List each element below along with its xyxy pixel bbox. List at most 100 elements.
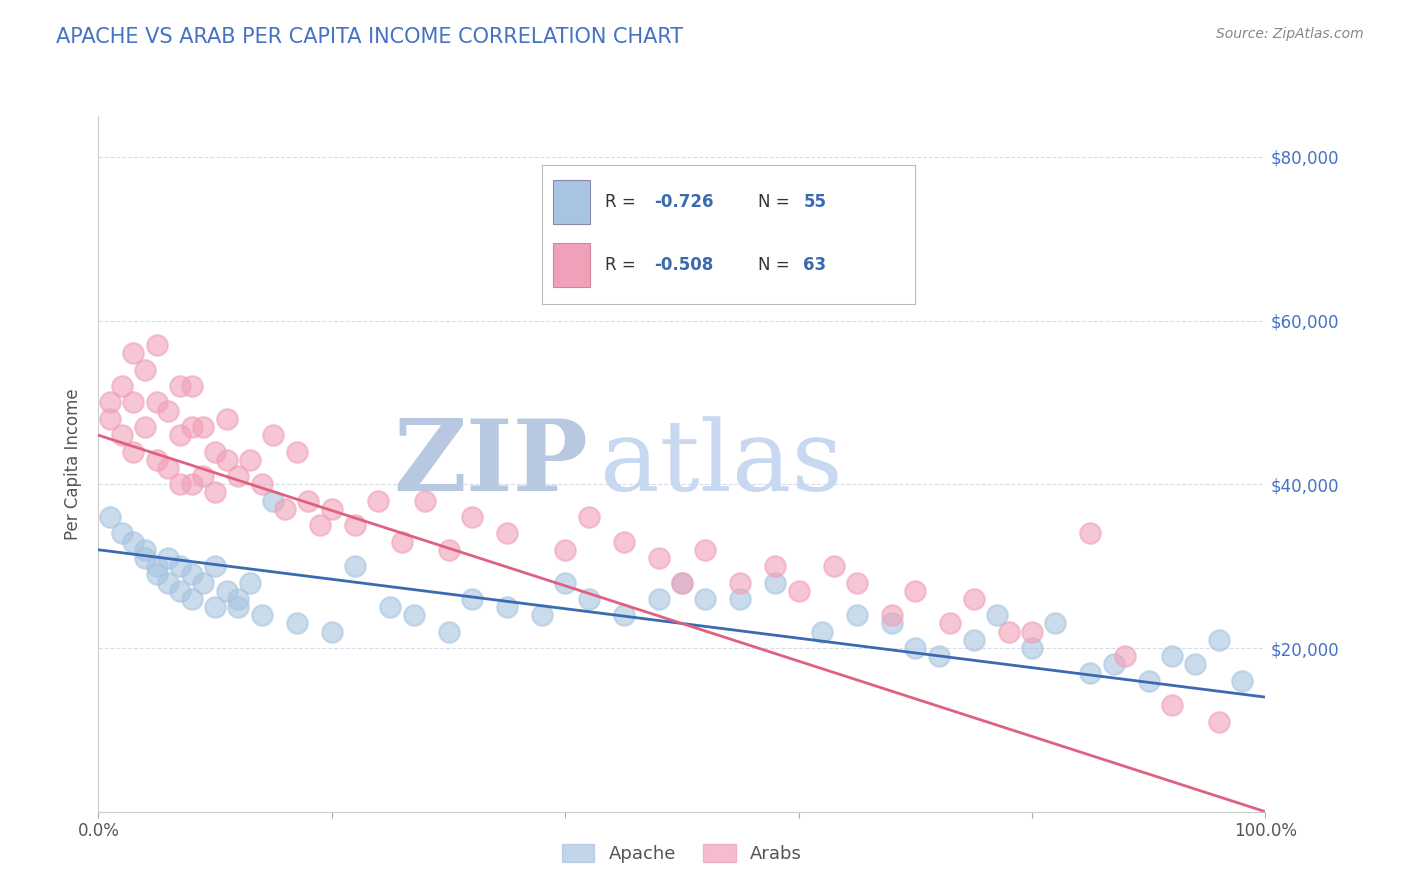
Point — [193, 575, 215, 590]
Point — [134, 362, 156, 376]
Text: Source: ZipAtlas.com: Source: ZipAtlas.com — [1216, 27, 1364, 41]
Point — [169, 477, 191, 491]
Point — [157, 575, 180, 590]
Point — [986, 608, 1008, 623]
Point — [1021, 640, 1043, 655]
Point — [250, 477, 273, 491]
Bar — [553, 243, 591, 287]
Point — [846, 575, 869, 590]
Point — [554, 575, 576, 590]
Point — [157, 551, 180, 566]
Point — [928, 649, 950, 664]
Point — [134, 420, 156, 434]
Point — [204, 600, 226, 615]
Point — [169, 583, 191, 598]
Point — [402, 608, 425, 623]
Point — [578, 591, 600, 606]
Point — [111, 379, 134, 393]
Text: 63: 63 — [803, 256, 827, 274]
Point — [613, 534, 636, 549]
Point — [122, 444, 145, 458]
Text: R =: R = — [606, 194, 641, 211]
Point — [1080, 526, 1102, 541]
Point — [1184, 657, 1206, 672]
Point — [98, 395, 121, 409]
Text: N =: N = — [758, 194, 796, 211]
Point — [413, 493, 436, 508]
Point — [437, 542, 460, 557]
Point — [962, 632, 984, 647]
Point — [846, 608, 869, 623]
Point — [1208, 632, 1230, 647]
Point — [169, 559, 191, 574]
Point — [169, 428, 191, 442]
Point — [321, 624, 343, 639]
Point — [880, 608, 903, 623]
Point — [1045, 616, 1067, 631]
Point — [495, 526, 517, 541]
Point — [180, 591, 202, 606]
Point — [321, 501, 343, 516]
Point — [228, 469, 250, 483]
Point — [904, 583, 927, 598]
Point — [157, 403, 180, 417]
Point — [180, 420, 202, 434]
Point — [461, 510, 484, 524]
Point — [904, 640, 927, 655]
Point — [215, 412, 238, 426]
Point — [391, 534, 413, 549]
Point — [98, 510, 121, 524]
Point — [285, 616, 308, 631]
Point — [554, 542, 576, 557]
Point — [495, 600, 517, 615]
Point — [1102, 657, 1125, 672]
Point — [262, 493, 284, 508]
Point — [122, 534, 145, 549]
Point — [180, 567, 202, 582]
Point — [437, 624, 460, 639]
Point — [613, 608, 636, 623]
Point — [228, 600, 250, 615]
Point — [1080, 665, 1102, 680]
Point — [250, 608, 273, 623]
Point — [98, 412, 121, 426]
Point — [262, 428, 284, 442]
Point — [274, 501, 297, 516]
Point — [695, 542, 717, 557]
Point — [787, 583, 810, 598]
Point — [962, 591, 984, 606]
Point — [671, 575, 693, 590]
Text: 55: 55 — [803, 194, 827, 211]
Point — [239, 452, 262, 467]
Point — [763, 559, 786, 574]
Point — [997, 624, 1019, 639]
Point — [1114, 649, 1136, 664]
Point — [157, 461, 180, 475]
Point — [215, 452, 238, 467]
Point — [228, 591, 250, 606]
Point — [578, 510, 600, 524]
Point — [193, 469, 215, 483]
Point — [344, 518, 367, 533]
Text: ZIP: ZIP — [394, 416, 589, 512]
Point — [111, 526, 134, 541]
Point — [1161, 698, 1184, 713]
Point — [1137, 673, 1160, 688]
Point — [204, 559, 226, 574]
Point — [378, 600, 402, 615]
Point — [367, 493, 389, 508]
Text: -0.508: -0.508 — [654, 256, 713, 274]
Text: -0.726: -0.726 — [654, 194, 713, 211]
Point — [134, 542, 156, 557]
Bar — [553, 180, 591, 225]
Point — [215, 583, 238, 598]
Point — [671, 575, 693, 590]
Point — [180, 379, 202, 393]
Point — [1208, 714, 1230, 729]
Point — [823, 559, 845, 574]
Point — [204, 444, 226, 458]
Legend: Apache, Arabs: Apache, Arabs — [553, 835, 811, 872]
Point — [146, 452, 169, 467]
Point — [285, 444, 308, 458]
Point — [204, 485, 226, 500]
